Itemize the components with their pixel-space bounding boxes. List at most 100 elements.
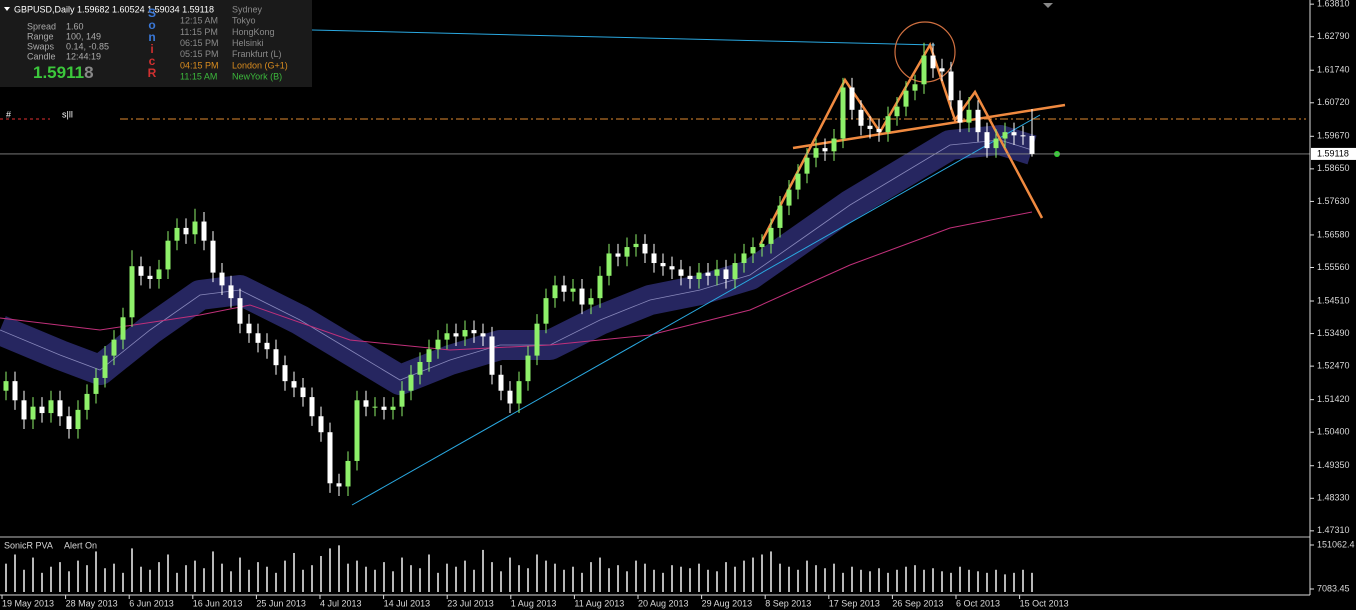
volume-bar (905, 566, 907, 592)
candle-body (660, 263, 666, 267)
volume-bar (644, 563, 646, 592)
volume-bar (482, 549, 484, 592)
volume-bar (185, 565, 187, 592)
y-tick-label: 1.56580 (1317, 229, 1350, 239)
candle-body (543, 298, 549, 324)
x-tick-label: 19 May 2013 (2, 598, 54, 608)
volume-bar (50, 566, 52, 592)
collapse-arrow[interactable] (4, 7, 10, 11)
volume-bar (428, 554, 430, 592)
candle-body (759, 243, 765, 248)
candle-body (39, 406, 45, 414)
candle-body (426, 349, 432, 362)
volume-bar (590, 562, 592, 592)
volume-bar (815, 565, 817, 592)
volume-bar (410, 565, 412, 592)
volume-bar (806, 560, 808, 592)
moving-average (0, 211, 1033, 351)
band-center (0, 139, 1033, 381)
volume-bar (437, 572, 439, 592)
candle-body (264, 342, 270, 350)
session-name: Sydney (232, 4, 263, 14)
volume-bar (86, 565, 88, 592)
volume-bar (797, 569, 799, 592)
volume-bar (68, 571, 70, 592)
candle-body (831, 138, 837, 152)
trendline (351, 114, 1041, 506)
volume-bar (167, 554, 169, 592)
candle-body (822, 148, 828, 152)
volume-bar (995, 569, 997, 592)
candle-body (471, 330, 477, 334)
candle-body (939, 68, 945, 72)
volume-bar (194, 560, 196, 592)
y-tick-label: 1.61740 (1317, 65, 1350, 75)
volume-bar (743, 560, 745, 592)
volume-bar (923, 569, 925, 592)
volume-bar (689, 568, 691, 592)
candle-body (912, 84, 918, 91)
volume-bar (527, 568, 529, 592)
volume-bar (536, 554, 538, 592)
candle-body (678, 269, 684, 276)
volume-bar (950, 572, 952, 592)
volume-bar (734, 566, 736, 592)
volume-bar (914, 565, 916, 592)
volume-bar (311, 565, 313, 592)
candle-body (273, 349, 279, 366)
volume-bar (302, 569, 304, 592)
candle-body (507, 390, 513, 404)
candle-body (381, 406, 387, 410)
candle-body (741, 253, 747, 264)
candle-body (390, 406, 396, 410)
stat-label: Candle (27, 51, 56, 61)
candle-body (1002, 132, 1008, 139)
candle-body (525, 355, 531, 382)
candle-body (579, 288, 585, 305)
volume-bar (77, 560, 79, 592)
symbol-line: GBPUSD,Daily 1.59682 1.60524 1.59034 1.5… (14, 4, 214, 14)
brand-letter: i (150, 42, 153, 56)
session-name: London (G+1) (232, 60, 288, 70)
candle-body (561, 285, 567, 292)
volume-bar (356, 560, 358, 592)
panel-bg (0, 0, 312, 87)
volume-bar (239, 557, 241, 592)
volume-bar (41, 572, 43, 592)
volume-bar (419, 568, 421, 592)
session-time: 06:15 PM (180, 38, 219, 48)
volume-bar (671, 565, 673, 592)
candle-body (750, 247, 756, 254)
candle-body (444, 333, 450, 340)
stat-label: Range (27, 31, 54, 41)
candle-body (210, 240, 216, 273)
candle-body (606, 253, 612, 276)
candle-body (183, 227, 189, 235)
volume-bar (464, 560, 466, 592)
volume-bar (869, 571, 871, 592)
y-tick-label: 1.57630 (1317, 196, 1350, 206)
volume-bar (500, 571, 502, 592)
volume-bar (707, 569, 709, 592)
candle-body (57, 400, 63, 417)
candle-body (372, 406, 378, 408)
candle-body (876, 128, 882, 133)
volume-bar (833, 563, 835, 592)
session-time: 04:15 PM (180, 60, 219, 70)
volume-bar (716, 571, 718, 592)
candle-body (327, 432, 333, 484)
candle-body (12, 381, 18, 401)
candle-body (228, 285, 234, 299)
y-tick-label: 1.59670 (1317, 131, 1350, 141)
price-main: 1.5911 (33, 63, 84, 82)
volume-bar (662, 572, 664, 592)
y-tick-label: 1.55560 (1317, 262, 1350, 272)
candle-body (417, 361, 423, 375)
volume-bar (1031, 572, 1033, 592)
y-tick-label: 1.58650 (1317, 163, 1350, 173)
volume-bar (599, 557, 601, 592)
x-tick-label: 17 Sep 2013 (829, 598, 880, 608)
candle-body (534, 323, 540, 356)
brand-letter: n (148, 30, 155, 44)
